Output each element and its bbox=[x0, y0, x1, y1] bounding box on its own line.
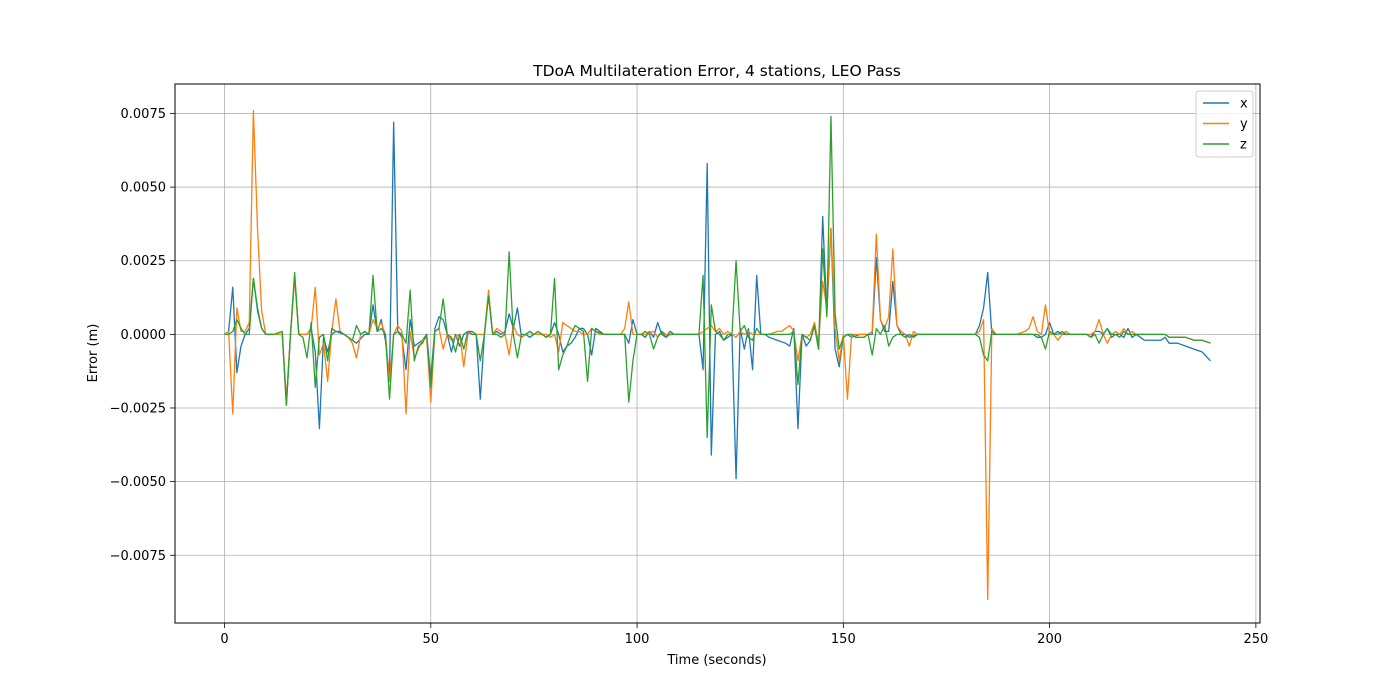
plot-frame bbox=[174, 83, 1261, 624]
y-tick-label: −0.0025 bbox=[110, 401, 166, 416]
y-tick-label: 0.0050 bbox=[121, 181, 167, 196]
y-tick-label: 0.0000 bbox=[121, 328, 167, 343]
y-axis-label: Error (m) bbox=[86, 324, 101, 383]
y-tick-label: 0.0075 bbox=[121, 107, 167, 122]
x-tick-label: 0 bbox=[220, 632, 228, 647]
x-tick-label: 50 bbox=[423, 632, 440, 647]
x-tick-label: 250 bbox=[1243, 632, 1268, 647]
x-tick-label: 200 bbox=[1037, 632, 1062, 647]
chart-title: TDoA Multilateration Error, 4 stations, … bbox=[532, 62, 901, 80]
legend-label-x: x bbox=[1240, 97, 1248, 112]
series-layer bbox=[224, 109, 1211, 601]
legend-label-z: z bbox=[1240, 138, 1247, 153]
legend: xyz bbox=[1195, 90, 1254, 158]
legend-label-y: y bbox=[1240, 117, 1248, 132]
x-tick-label: 100 bbox=[625, 632, 650, 647]
x-axis-label: Time (seconds) bbox=[666, 653, 766, 668]
y-tick-label: −0.0050 bbox=[110, 475, 166, 490]
y-tick-label: 0.0025 bbox=[121, 254, 167, 269]
series-line-z bbox=[224, 115, 1211, 439]
x-tick-label: 150 bbox=[831, 632, 856, 647]
ticks: 0 50 100 150 200 250 −0.0075 −0.0050 −0.0025 0.00… bbox=[110, 107, 1269, 647]
y-tick-label: −0.0075 bbox=[110, 549, 166, 564]
